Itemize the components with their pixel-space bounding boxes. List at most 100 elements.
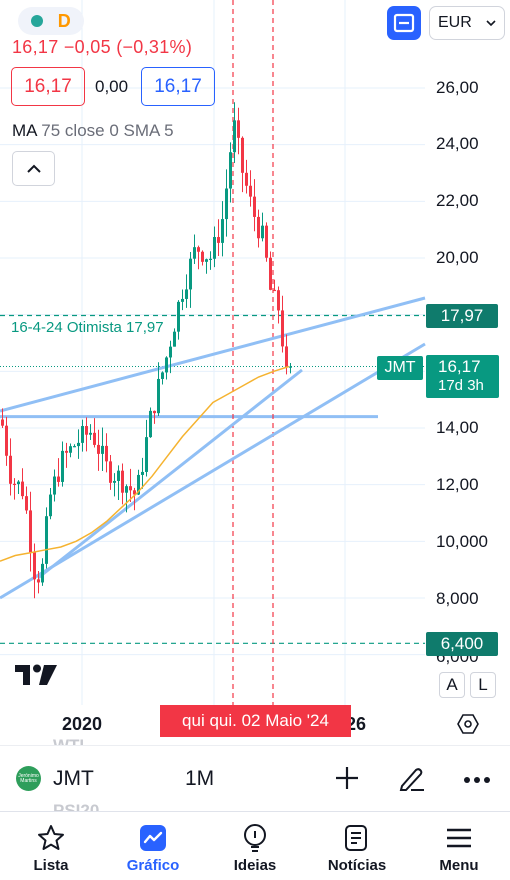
candle-body (1, 419, 4, 426)
candle-body (221, 219, 224, 243)
candle-body (89, 432, 92, 435)
candle-body (201, 251, 204, 262)
sell-button[interactable]: 16,17 (11, 67, 85, 106)
candle-body (289, 366, 292, 368)
candle-body (133, 490, 136, 495)
chart-area[interactable]: D 16,17 −0,05 (−0,31%) 16,17 0,00 16,17 … (0, 0, 510, 755)
time-axis-label: 2020 (62, 714, 103, 734)
candle-body (73, 446, 76, 448)
candle-body (233, 120, 236, 153)
star-icon (38, 825, 64, 850)
nav-label: Lista (33, 857, 69, 874)
price-axis-label: 14,00 (436, 418, 479, 437)
candle-body (29, 510, 32, 553)
symbol-toolbar: PSI20 Jerónimo Martins JMT 1M (0, 745, 510, 820)
candle-body (13, 483, 16, 485)
candle-body (257, 216, 260, 239)
nav-item-grafico[interactable]: Gráfico (102, 812, 204, 880)
candle-body (209, 258, 212, 260)
candle-body (193, 247, 196, 259)
level-price-tag: 17,97 (426, 304, 498, 328)
nav-item-menu[interactable]: Menu (408, 812, 510, 880)
log-scale-button[interactable]: L (470, 672, 496, 698)
indicator-legend[interactable]: MA 75 close 0 SMA 5 (12, 121, 174, 141)
candle-body (5, 425, 8, 456)
candle-body (265, 225, 268, 258)
buy-button[interactable]: 16,17 (141, 67, 215, 106)
symbol-price-tag: JMT (377, 356, 423, 380)
candle-body (161, 372, 164, 379)
price-axis-label: 8,000 (436, 589, 479, 608)
menu-icon (447, 828, 471, 848)
currency-select[interactable]: EUR (429, 6, 505, 40)
candle-body (49, 494, 52, 517)
chevron-up-icon (26, 164, 41, 173)
interval-selector[interactable]: 1M (185, 767, 215, 790)
nav-label: Menu (439, 857, 479, 874)
candle-body (85, 426, 88, 435)
candle-body (237, 120, 240, 138)
candle-body (177, 301, 180, 332)
symbol-ticker[interactable]: JMT (53, 767, 94, 790)
price-axis-label: 26,00 (436, 78, 479, 97)
price-chart[interactable] (0, 0, 510, 745)
drawing-pen-icon[interactable] (397, 765, 425, 793)
moving-average-line (0, 365, 290, 562)
chart-settings-hexagon-icon[interactable] (456, 712, 480, 736)
candle-body (101, 445, 104, 454)
candle-body (225, 188, 228, 220)
nav-label: Ideias (233, 857, 277, 874)
candle-body (61, 450, 64, 482)
candle-body (25, 496, 28, 511)
chevron-down-icon (486, 20, 496, 27)
delayed-badge: D (57, 10, 71, 31)
nav-item-noticias[interactable]: Notícias (306, 812, 408, 880)
market-status-pill[interactable]: D (18, 7, 84, 35)
price-axis-label: 12,00 (436, 475, 479, 494)
add-plus-icon[interactable] (334, 765, 360, 791)
candle-body (105, 445, 108, 462)
candle-body (77, 442, 80, 447)
level-annotation[interactable]: 16-4-24 Otimista 17,97 (11, 319, 164, 336)
candle-body (53, 476, 56, 495)
candle-body (65, 450, 68, 453)
candle-body (145, 437, 148, 472)
fullscreen-button[interactable] (387, 6, 421, 40)
candle-body (9, 455, 12, 484)
candle-body (117, 470, 120, 481)
candle-body (129, 486, 132, 491)
candle-body (137, 474, 140, 495)
candle-body (241, 137, 244, 173)
trendline-middle (37, 368, 303, 580)
candle-body (249, 185, 252, 197)
crosshair-date-label: qui qui. 02 Maio '24 (160, 705, 351, 737)
candle-body (165, 357, 168, 373)
candle-body (113, 480, 116, 483)
candle-body (253, 196, 256, 217)
candle-body (81, 426, 84, 443)
candle-body (93, 432, 96, 445)
chart-icon (140, 825, 166, 851)
nav-item-lista[interactable]: Lista (0, 812, 102, 880)
auto-scale-button[interactable]: A (439, 672, 465, 698)
candle-body (125, 486, 128, 493)
more-options-icon[interactable] (463, 776, 491, 784)
candle-body (45, 516, 48, 564)
candle-body (17, 481, 20, 485)
candle-body (109, 461, 112, 483)
candle-body (33, 552, 36, 580)
price-axis-label: 24,00 (436, 134, 479, 153)
price-axis-label: 20,00 (436, 248, 479, 267)
nav-label: Gráfico (126, 857, 180, 874)
symbol-logo: Jerónimo Martins (16, 766, 41, 791)
collapse-legend-button[interactable] (12, 151, 55, 186)
candle-body (269, 257, 272, 290)
candle-body (273, 289, 276, 292)
time-axis-label: 26 (346, 714, 367, 734)
candle-body (285, 346, 288, 367)
candle-body (277, 290, 280, 311)
candle-body (153, 410, 156, 414)
nav-item-ideias[interactable]: Ideias (204, 812, 306, 880)
candle-body (21, 481, 24, 497)
candle-body (69, 446, 72, 453)
